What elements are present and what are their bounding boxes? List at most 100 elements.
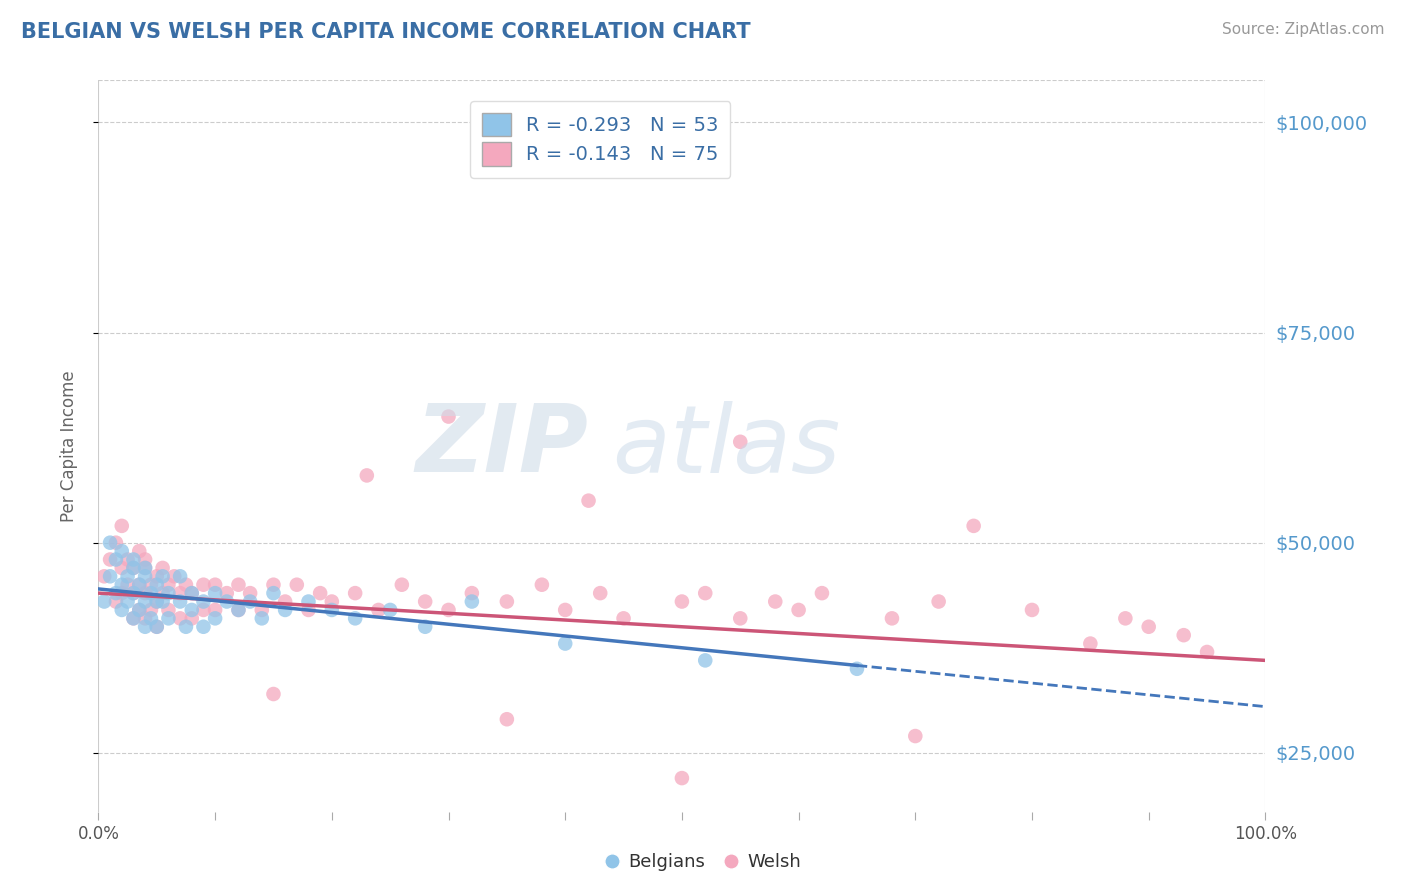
Point bbox=[157, 578, 180, 592]
Point bbox=[880, 611, 903, 625]
Point bbox=[380, 603, 402, 617]
Point bbox=[1021, 603, 1043, 617]
Point bbox=[174, 578, 197, 592]
Legend: Belgians, Welsh: Belgians, Welsh bbox=[598, 847, 808, 879]
Point bbox=[146, 594, 169, 608]
Point bbox=[128, 578, 150, 592]
Point bbox=[117, 594, 139, 608]
Point bbox=[163, 569, 186, 583]
Point bbox=[204, 578, 226, 592]
Point bbox=[437, 409, 460, 424]
Point bbox=[297, 594, 319, 608]
Point bbox=[111, 561, 134, 575]
Point bbox=[122, 586, 145, 600]
Point bbox=[139, 586, 162, 600]
Point bbox=[180, 586, 202, 600]
Point bbox=[169, 569, 191, 583]
Point bbox=[671, 771, 693, 785]
Point bbox=[117, 569, 139, 583]
Point bbox=[239, 594, 262, 608]
Point bbox=[152, 586, 174, 600]
Point bbox=[122, 611, 145, 625]
Point bbox=[169, 611, 191, 625]
Point bbox=[193, 578, 215, 592]
Text: atlas: atlas bbox=[612, 401, 841, 491]
Point bbox=[461, 594, 484, 608]
Point bbox=[93, 594, 115, 608]
Point bbox=[554, 603, 576, 617]
Point bbox=[152, 569, 174, 583]
Point bbox=[139, 603, 162, 617]
Point bbox=[437, 603, 460, 617]
Point bbox=[204, 611, 226, 625]
Point bbox=[250, 611, 273, 625]
Point bbox=[193, 594, 215, 608]
Point bbox=[1080, 636, 1102, 650]
Point bbox=[180, 611, 202, 625]
Point bbox=[104, 535, 127, 549]
Point bbox=[228, 603, 250, 617]
Point bbox=[157, 603, 180, 617]
Point bbox=[811, 586, 834, 600]
Point bbox=[134, 611, 156, 625]
Point bbox=[344, 586, 367, 600]
Point bbox=[169, 594, 191, 608]
Point bbox=[274, 594, 297, 608]
Point bbox=[128, 603, 150, 617]
Point bbox=[146, 620, 169, 634]
Point bbox=[146, 569, 169, 583]
Point bbox=[111, 544, 134, 558]
Point bbox=[128, 603, 150, 617]
Point bbox=[139, 578, 162, 592]
Point bbox=[93, 569, 115, 583]
Point bbox=[152, 561, 174, 575]
Point bbox=[134, 569, 156, 583]
Point bbox=[111, 519, 134, 533]
Point bbox=[239, 586, 262, 600]
Point bbox=[530, 578, 553, 592]
Point bbox=[461, 586, 484, 600]
Point bbox=[122, 561, 145, 575]
Point bbox=[169, 586, 191, 600]
Point bbox=[104, 586, 127, 600]
Point bbox=[228, 603, 250, 617]
Point bbox=[180, 603, 202, 617]
Point bbox=[111, 603, 134, 617]
Point bbox=[1195, 645, 1218, 659]
Point bbox=[117, 578, 139, 592]
Point bbox=[496, 594, 519, 608]
Point bbox=[193, 620, 215, 634]
Point bbox=[578, 493, 600, 508]
Point bbox=[589, 586, 612, 600]
Text: ZIP: ZIP bbox=[416, 400, 589, 492]
Point bbox=[152, 594, 174, 608]
Point bbox=[613, 611, 636, 625]
Point bbox=[204, 586, 226, 600]
Point bbox=[122, 611, 145, 625]
Point bbox=[128, 544, 150, 558]
Point bbox=[321, 594, 343, 608]
Point bbox=[128, 578, 150, 592]
Point bbox=[104, 552, 127, 566]
Point bbox=[139, 611, 162, 625]
Point bbox=[274, 603, 297, 617]
Point bbox=[321, 603, 343, 617]
Point bbox=[134, 620, 156, 634]
Point bbox=[962, 519, 984, 533]
Point bbox=[297, 603, 319, 617]
Legend: R = -0.293   N = 53, R = -0.143   N = 75: R = -0.293 N = 53, R = -0.143 N = 75 bbox=[470, 101, 731, 178]
Point bbox=[180, 586, 202, 600]
Point bbox=[554, 636, 576, 650]
Point bbox=[904, 729, 927, 743]
Point bbox=[174, 620, 197, 634]
Point bbox=[671, 594, 693, 608]
Point bbox=[134, 586, 156, 600]
Point bbox=[146, 594, 169, 608]
Point bbox=[285, 578, 308, 592]
Point bbox=[122, 586, 145, 600]
Point bbox=[309, 586, 332, 600]
Point bbox=[1173, 628, 1195, 642]
Point bbox=[763, 594, 786, 608]
Point bbox=[391, 578, 413, 592]
Point bbox=[134, 594, 156, 608]
